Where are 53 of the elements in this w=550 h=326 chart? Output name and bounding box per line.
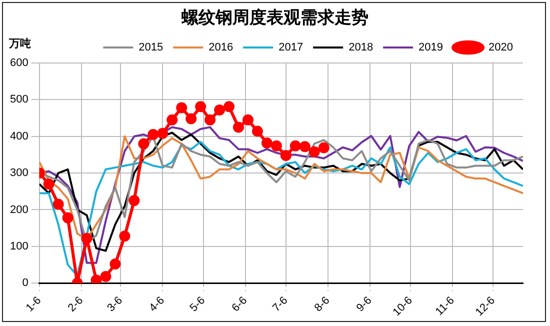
point (148, 129, 159, 140)
point (138, 138, 150, 150)
x-tick-label: 2-6 (66, 294, 86, 314)
point (318, 142, 330, 154)
point (119, 230, 130, 242)
point (214, 104, 226, 116)
x-tick-label: 6-6 (230, 294, 250, 314)
legend-label: 2020 (488, 42, 514, 54)
legend-label: 2019 (418, 42, 444, 54)
point (157, 128, 168, 139)
chart-title: 螺纹钢周度表观需求走势 (180, 7, 370, 29)
point (299, 141, 310, 152)
legend-label: 2016 (208, 42, 234, 54)
legend-label: 2017 (278, 42, 304, 54)
y-tick-label: 600 (10, 57, 28, 70)
legend-label: 2015 (138, 42, 164, 54)
point (261, 137, 272, 148)
point (128, 195, 140, 206)
point (308, 146, 320, 158)
point (52, 198, 64, 210)
point (43, 178, 54, 190)
y-tick-label: 0 (22, 277, 28, 290)
x-tick-label: 4-6 (147, 294, 167, 314)
point (110, 258, 121, 270)
y-tick-label: 300 (10, 167, 28, 180)
point (280, 150, 292, 161)
x-tick-label: 8-6 (312, 294, 332, 314)
x-tick-label: 3-6 (105, 294, 125, 314)
point (195, 101, 206, 112)
point (224, 101, 235, 112)
point (166, 114, 178, 126)
y-tick-label: 500 (10, 94, 28, 106)
point (186, 113, 197, 124)
x-tick-label: 1-6 (24, 294, 44, 314)
x-tick-label: 9-6 (354, 294, 374, 314)
legend-label: 2018 (348, 42, 374, 54)
point (90, 274, 102, 284)
point (242, 114, 254, 126)
point (270, 140, 282, 152)
x-tick-label: 5-6 (188, 294, 208, 314)
point (233, 122, 244, 133)
y-tick-label: 100 (10, 240, 28, 252)
point (204, 114, 216, 126)
point (290, 140, 301, 152)
y-tick-label: 400 (10, 130, 28, 142)
x-tick-label: 7-6 (270, 294, 290, 314)
point (100, 270, 112, 282)
point (62, 212, 74, 224)
y-axis-title: 万吨 (8, 36, 31, 50)
point (252, 126, 263, 137)
point (81, 232, 92, 244)
point (176, 102, 188, 114)
y-tick-label: 200 (10, 204, 28, 216)
